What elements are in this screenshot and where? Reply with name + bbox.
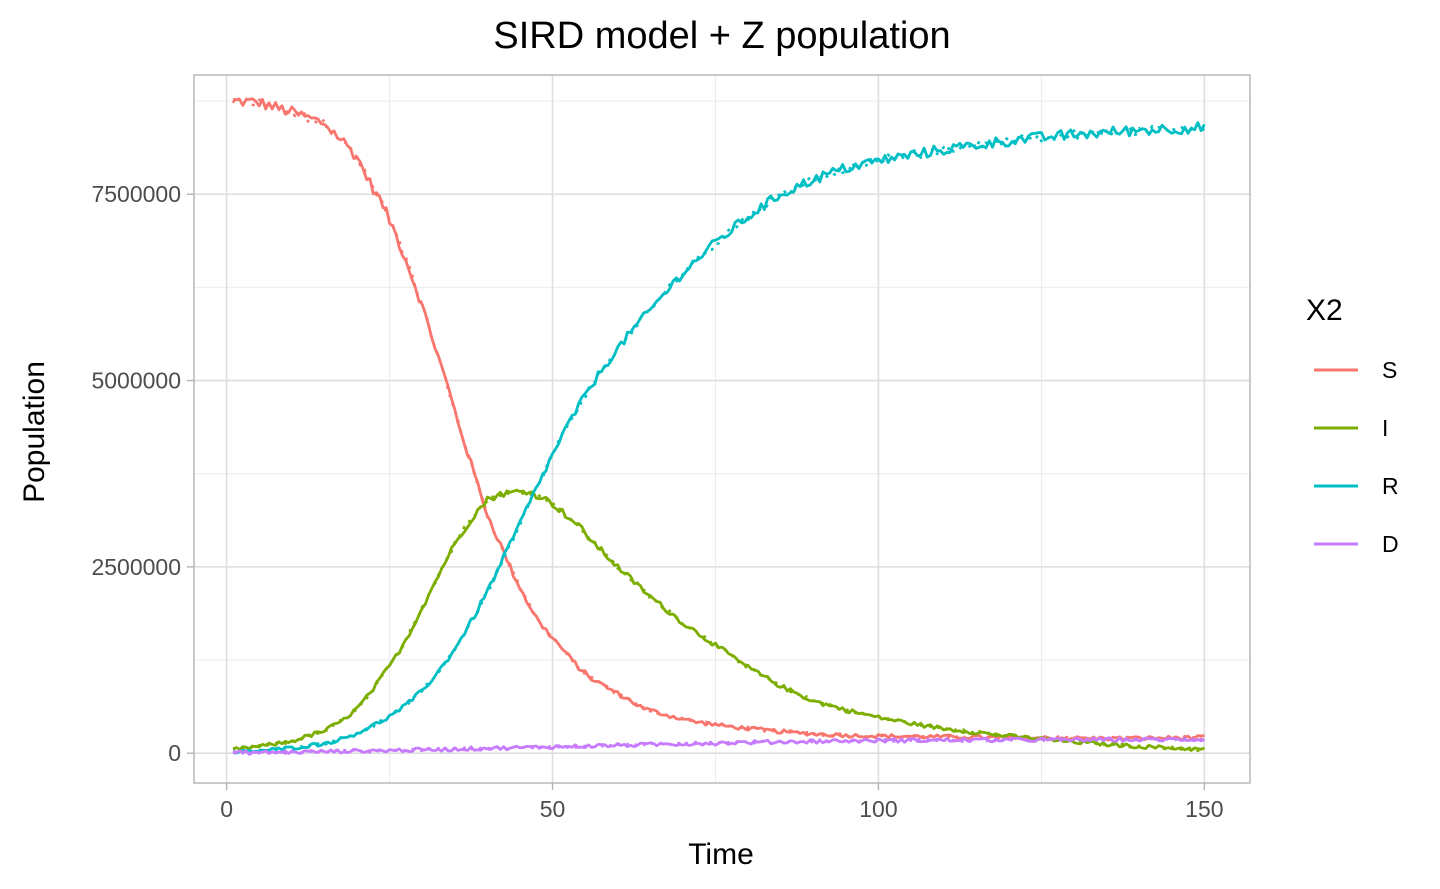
chart-title: SIRD model + Z population: [493, 15, 950, 57]
legend-label-R: R: [1382, 473, 1399, 499]
legend: X2 S I R D: [1306, 294, 1399, 557]
legend-title: X2: [1306, 294, 1343, 327]
y-axis-ticks: 0 2500000 5000000 7500000: [91, 181, 194, 766]
x-tick-label-0: 0: [220, 796, 233, 822]
y-tick-label-0: 0: [168, 740, 181, 766]
series-I-line: [232, 488, 1205, 752]
legend-items: S I R D: [1314, 357, 1399, 557]
series-layer: [231, 95, 1206, 756]
x-tick-label-2: 100: [859, 796, 897, 822]
series-I: [232, 488, 1205, 753]
grid-minor: [194, 75, 1250, 783]
series-R: [232, 121, 1206, 755]
legend-label-S: S: [1382, 357, 1397, 383]
series-D-line: [232, 736, 1206, 756]
x-tick-label-1: 50: [540, 796, 566, 822]
x-tick-label-3: 150: [1185, 796, 1223, 822]
y-axis-title: Population: [18, 361, 51, 503]
legend-item-R: R: [1314, 473, 1399, 499]
legend-label-D: D: [1382, 531, 1399, 557]
series-R-dotted-line: [232, 122, 1205, 755]
legend-item-D: D: [1314, 531, 1399, 557]
series-S-dotted-line: [231, 95, 1205, 742]
legend-item-S: S: [1314, 357, 1397, 383]
series-S: [231, 95, 1205, 742]
y-tick-label-1: 2500000: [91, 554, 181, 580]
legend-label-I: I: [1382, 415, 1388, 441]
series-I-dotted-line: [233, 488, 1205, 753]
series-D: [232, 736, 1206, 756]
y-tick-label-3: 7500000: [91, 181, 181, 207]
x-axis-title: Time: [688, 838, 754, 871]
y-tick-label-2: 5000000: [91, 368, 181, 394]
grid-major: [194, 75, 1250, 783]
x-axis-ticks: 0 50 100 150: [220, 783, 1224, 822]
series-R-line: [232, 121, 1206, 755]
legend-item-I: I: [1314, 415, 1388, 441]
plot-panel-border: [193, 74, 1251, 784]
